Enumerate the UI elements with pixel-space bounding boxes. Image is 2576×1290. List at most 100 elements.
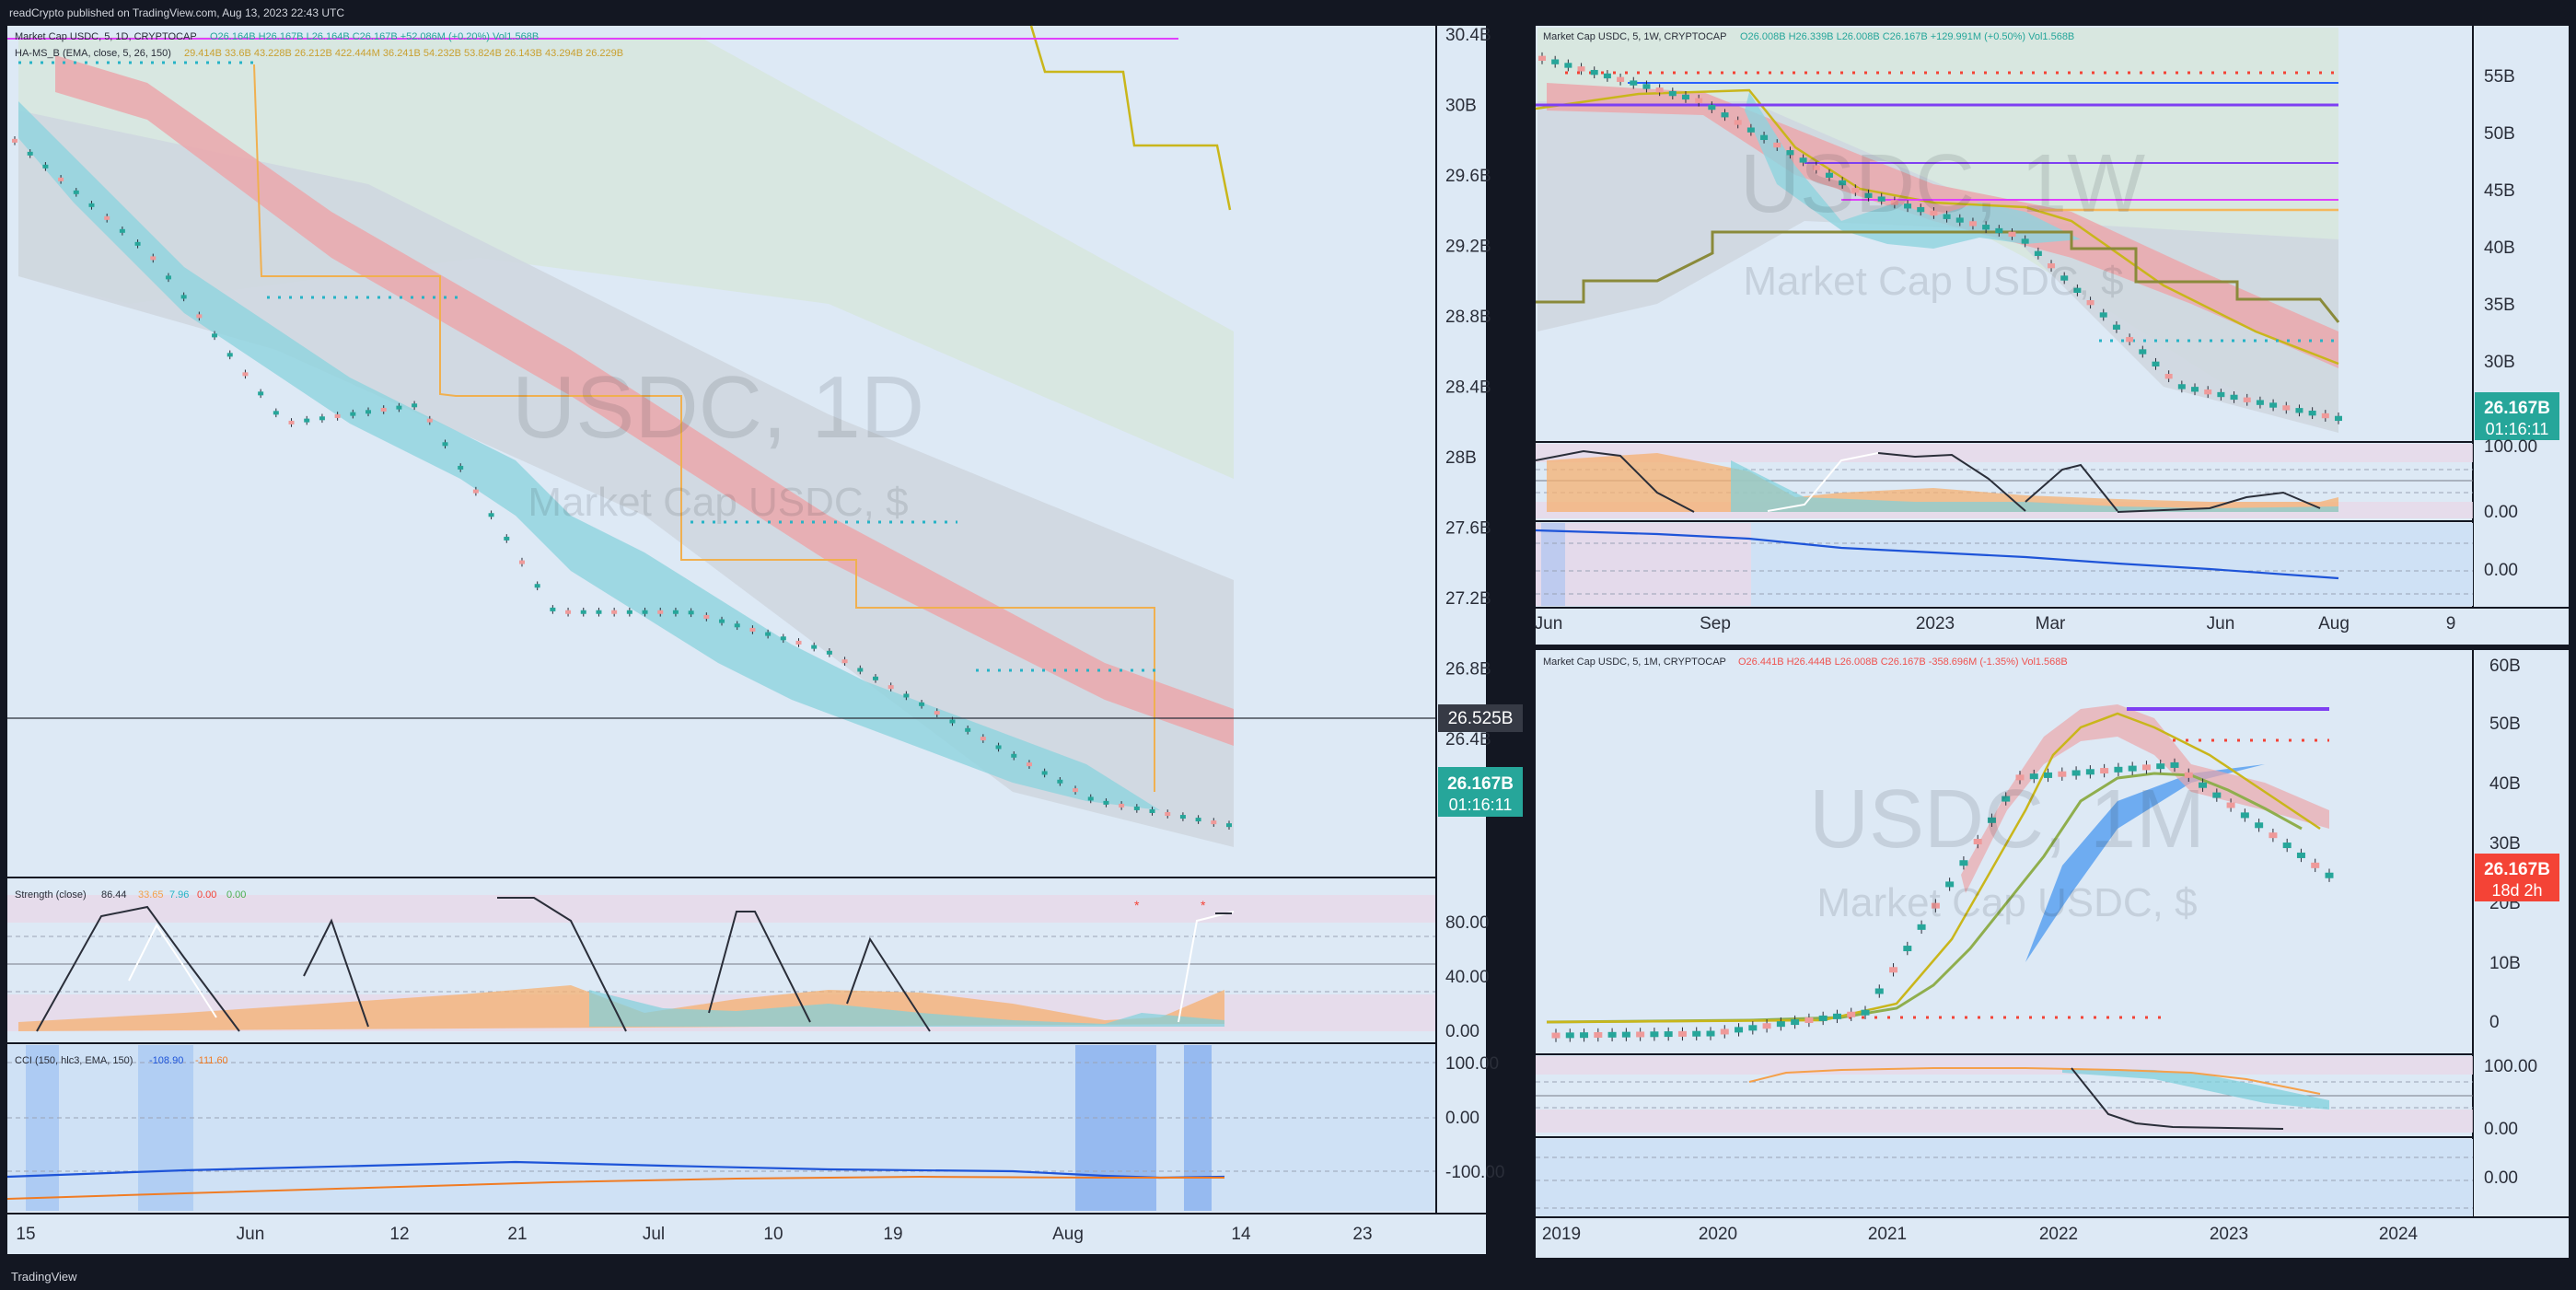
monthly-time-axis-label: 2023 xyxy=(2210,1225,2248,1244)
monthly-green-ema xyxy=(1546,772,2303,1024)
daily-cci-shade-2 xyxy=(138,1045,193,1211)
daily-price-axis-label: 27.6B xyxy=(1445,519,1491,539)
candle-body xyxy=(1877,196,1886,202)
monthly-legend-ohlc: O26.441B H26.444B L26.008B C26.167B -358… xyxy=(1738,657,2068,668)
weekly-time-axis: Jun Sep 2023 Mar Jun Aug 9 xyxy=(1535,614,2456,633)
footer-bar: TradingView xyxy=(0,1263,2576,1290)
daily-strength-axis-label: 40.00 xyxy=(1445,968,1490,987)
weekly-cyan-ribbon xyxy=(1745,92,2081,249)
candle-body xyxy=(2015,774,2025,781)
candle-body xyxy=(1630,80,1638,86)
candle-body xyxy=(1603,73,1611,79)
weekly-strength-axis: 100.00 0.00 xyxy=(2484,437,2537,522)
candle-body xyxy=(1594,1031,1603,1038)
candle-body xyxy=(888,685,894,690)
monthly-strength-black-line xyxy=(2071,1067,2284,1130)
monthly-countdown: 18d 2h xyxy=(2491,881,2542,900)
daily-strength-black-2 xyxy=(303,918,369,1028)
candle-body xyxy=(1839,180,1847,186)
tradingview-logo[interactable]: TradingView xyxy=(11,1270,77,1284)
daily-cci-axis: 100.00 0.00 -100.00 xyxy=(1445,1054,1504,1182)
candle-body xyxy=(412,403,418,408)
candle-body xyxy=(396,405,402,410)
weekly-cci-blue-line xyxy=(1535,529,2339,580)
candle-body xyxy=(88,203,95,207)
daily-strength-white-1 xyxy=(128,924,217,1018)
monthly-strength-cyan-area xyxy=(2062,1068,2329,1110)
candle-body xyxy=(2085,769,2094,775)
candle-body xyxy=(2044,772,2053,778)
daily-strength-legend: Strength (close) xyxy=(15,889,87,901)
daily-time-axis-label: 15 xyxy=(16,1225,35,1244)
candle-body xyxy=(150,256,157,261)
monthly-time-axis-label: 2019 xyxy=(1542,1225,1581,1244)
candle-body xyxy=(2226,802,2235,808)
daily-strength-axis-label: 0.00 xyxy=(1445,1022,1479,1041)
candle-body xyxy=(1812,165,1820,170)
daily-cci-axis-label: 100.00 xyxy=(1445,1054,1499,1074)
candle-body xyxy=(27,151,33,156)
weekly-grey-band xyxy=(1537,101,2338,433)
candle-body xyxy=(2296,852,2305,858)
daily-price-axis-label: 29.2B xyxy=(1445,238,1491,257)
candle-body xyxy=(2100,768,2109,774)
candle-body xyxy=(2029,773,2038,780)
weekly-legend-ohlc: O26.008B H26.339B L26.008B C26.167B +129… xyxy=(1740,31,2074,42)
candle-body xyxy=(1903,946,1912,952)
monthly-strength-upper-zone xyxy=(1536,1056,2473,1075)
daily-legend-indicator: HA-MS_B (EMA, close, 5, 26, 150) xyxy=(15,48,171,59)
daily-hline-label-box xyxy=(1438,704,1523,732)
candle-body xyxy=(350,412,356,416)
candle-body xyxy=(1026,762,1032,767)
daily-strength-val-5: 0.00 xyxy=(226,889,246,901)
candle-body xyxy=(811,645,818,649)
candle-body xyxy=(242,372,249,377)
candle-body xyxy=(1720,1029,1729,1035)
daily-price-axis-label: 28B xyxy=(1445,448,1477,468)
weekly-price-axis-label: 50B xyxy=(2484,124,2515,144)
weekly-yellow-ema xyxy=(1535,88,2339,366)
monthly-last-price-box xyxy=(2475,854,2559,901)
candle-body xyxy=(1057,779,1063,784)
weekly-strength-axis-label: 0.00 xyxy=(2484,503,2518,522)
candle-body xyxy=(1565,1032,1574,1039)
weekly-price-axis-label: 30B xyxy=(2484,353,2515,372)
candle-body xyxy=(319,416,325,421)
monthly-watermark-sub: Market Cap USDC, $ xyxy=(1816,880,2197,925)
monthly-price-axis-label: 10B xyxy=(2489,954,2521,973)
candle-body xyxy=(1041,771,1048,775)
weekly-strength-black-1 xyxy=(1535,449,1695,513)
candle-body xyxy=(672,610,679,614)
weekly-strength-axis-label: 100.00 xyxy=(2484,437,2537,457)
daily-price-axis-label: 28.4B xyxy=(1445,378,1491,398)
daily-strength-black-5 xyxy=(846,936,931,1032)
candle-body xyxy=(765,632,772,636)
candle-body xyxy=(1968,221,1977,227)
candle-body xyxy=(2156,763,2165,770)
candle-body xyxy=(841,659,848,664)
candle-body xyxy=(1650,1031,1659,1038)
candle-body xyxy=(2295,408,2303,413)
monthly-strength-axis-label: 0.00 xyxy=(2484,1120,2518,1139)
candle-body xyxy=(134,241,141,246)
monthly-watermark-title: USDC, 1M xyxy=(1809,773,2205,866)
candle-body xyxy=(1195,818,1201,822)
daily-time-axis-label: 19 xyxy=(883,1225,902,1244)
candle-body xyxy=(504,536,510,540)
candle-body xyxy=(688,610,694,615)
candle-body xyxy=(458,465,464,470)
candle-body xyxy=(518,560,525,564)
daily-orange-step xyxy=(253,64,1155,792)
candle-body xyxy=(1655,87,1664,93)
daily-strength-cyan-area xyxy=(589,990,1224,1027)
daily-price-axis-label: 30B xyxy=(1445,97,1477,116)
candle-body xyxy=(488,513,494,517)
candle-body xyxy=(2002,796,2011,802)
candle-body xyxy=(1668,90,1677,97)
candle-body xyxy=(949,719,956,724)
weekly-time-axis-label: Sep xyxy=(1700,614,1731,633)
candle-body xyxy=(2255,822,2264,829)
monthly-cci-background xyxy=(1536,1139,2473,1217)
daily-candles xyxy=(12,136,1232,830)
candle-body xyxy=(1677,1030,1687,1037)
